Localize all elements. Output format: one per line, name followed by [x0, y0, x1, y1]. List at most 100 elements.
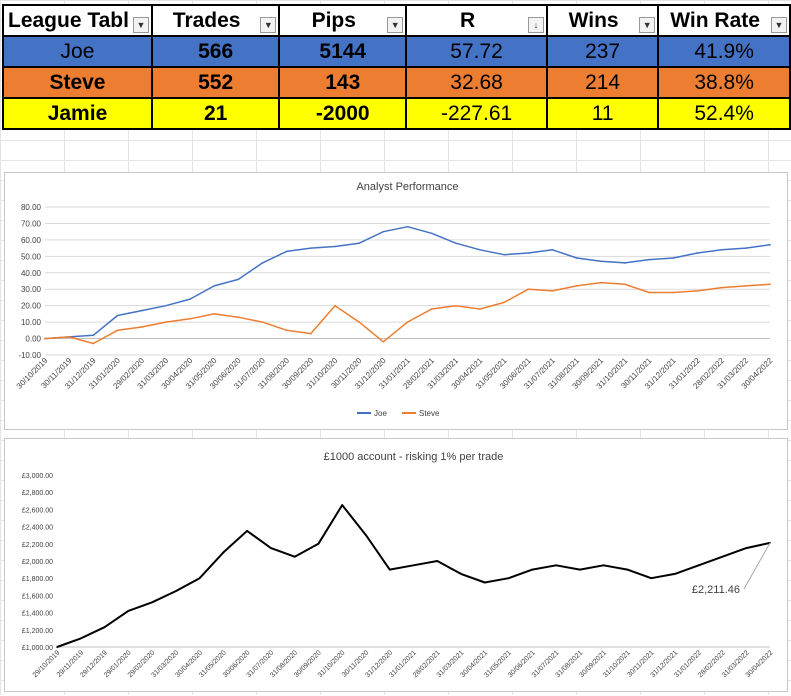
cell-r[interactable]: 32.68 — [405, 66, 548, 99]
cell-wins[interactable]: 237 — [545, 35, 660, 68]
data-point — [697, 564, 700, 567]
y-tick-label: £1,800.00 — [22, 576, 53, 583]
data-point — [720, 286, 723, 289]
y-tick-label: £1,400.00 — [22, 611, 53, 618]
y-tick-label: 80.00 — [21, 203, 42, 212]
header-wins[interactable]: Wins ▼ — [545, 4, 660, 37]
data-point — [769, 283, 771, 286]
data-point — [175, 590, 177, 592]
header-win-rate-label: Win Rate — [670, 8, 760, 32]
series-line — [56, 504, 771, 648]
cell-name[interactable]: Steve — [2, 66, 153, 99]
cell-trades[interactable]: 21 — [150, 97, 281, 130]
data-point — [555, 564, 557, 567]
header-win-rate[interactable]: Win Rate ▼ — [657, 4, 791, 37]
header-pips[interactable]: Pips ▼ — [278, 4, 408, 37]
data-point — [382, 230, 385, 233]
cell-pips[interactable]: 143 — [278, 66, 408, 99]
header-r[interactable]: R ↓ — [405, 4, 548, 37]
data-point — [674, 573, 676, 575]
y-tick-label: £1,200.00 — [22, 628, 53, 635]
data-point — [246, 530, 248, 532]
data-point — [769, 244, 771, 246]
annotation-leader-line — [743, 542, 771, 590]
filter-dropdown-icon[interactable]: ▼ — [132, 17, 149, 33]
data-point — [140, 309, 143, 312]
header-league-table-label: League Tabl — [8, 8, 129, 32]
filter-dropdown-icon[interactable]: ▼ — [260, 17, 277, 33]
cell-trades[interactable]: 566 — [150, 35, 281, 68]
filter-dropdown-icon[interactable]: ▼ — [639, 17, 656, 33]
cell-trades[interactable]: 552 — [150, 66, 281, 99]
data-point — [222, 551, 225, 554]
data-point — [189, 298, 191, 300]
legend-label: Steve — [419, 409, 440, 418]
cell-r[interactable]: -227.61 — [405, 97, 548, 130]
cell-win-rate[interactable]: 38.8% — [657, 66, 791, 99]
data-point — [44, 337, 46, 340]
header-trades-label: Trades — [172, 8, 241, 32]
sort-descending-icon[interactable]: ↓ — [527, 17, 544, 33]
legend-label: Joe — [374, 409, 387, 418]
data-point — [92, 342, 95, 345]
header-league-table[interactable]: League Tabl ▼ — [2, 4, 153, 37]
data-point — [285, 250, 288, 253]
data-point — [745, 285, 747, 287]
data-point — [237, 316, 240, 318]
filter-dropdown-icon[interactable]: ▼ — [771, 17, 787, 33]
data-point — [213, 313, 215, 315]
data-point — [720, 248, 723, 251]
header-r-label: R — [459, 8, 476, 32]
y-tick-label: 30.00 — [21, 285, 42, 294]
chart-title: £1000 account - risking 1% per trade — [324, 451, 504, 463]
data-point — [358, 321, 360, 323]
cell-win-rate[interactable]: 41.9% — [657, 35, 791, 68]
data-point — [334, 245, 336, 248]
data-point — [626, 568, 629, 571]
cell-wins[interactable]: 214 — [545, 66, 660, 99]
data-point — [341, 504, 344, 506]
data-point — [388, 568, 391, 571]
cell-pips[interactable]: -2000 — [278, 97, 408, 130]
y-tick-label: £2,400.00 — [22, 525, 53, 532]
data-point — [103, 626, 106, 629]
table-row: Joe 566 5144 57.72 237 41.9% — [2, 35, 791, 68]
data-point — [68, 336, 70, 338]
data-point — [116, 329, 119, 332]
analyst-performance-chart[interactable]: Analyst Performance -10.00 0.00 10.00 20.00 3… — [4, 172, 788, 430]
data-point — [213, 285, 215, 287]
y-tick-label: 0.00 — [25, 335, 41, 344]
analyst-performance-chart-svg: Analyst Performance -10.00 0.00 10.00 20.00 3… — [15, 181, 775, 418]
data-point — [624, 283, 626, 286]
cell-pips[interactable]: 5144 — [278, 35, 408, 68]
data-point — [602, 564, 605, 567]
data-point — [455, 304, 457, 307]
cell-name[interactable]: Joe — [2, 35, 153, 68]
cell-name[interactable]: Jamie — [2, 97, 153, 130]
cell-r[interactable]: 57.72 — [405, 35, 548, 68]
data-point — [600, 281, 602, 284]
y-tick-label: 50.00 — [21, 252, 42, 261]
data-point — [285, 329, 288, 332]
data-point — [334, 304, 336, 307]
y-tick-label: 10.00 — [21, 318, 42, 327]
cell-wins[interactable]: 11 — [545, 97, 660, 130]
annotation-label: £2,211.46 — [692, 584, 740, 596]
cell-win-rate[interactable]: 52.4% — [657, 97, 791, 130]
data-point — [455, 242, 457, 244]
filter-dropdown-icon[interactable]: ▼ — [387, 17, 404, 33]
y-tick-label: £2,600.00 — [22, 507, 53, 514]
account-balance-chart-svg: £1000 account - risking 1% per trade £1,0… — [22, 451, 775, 679]
y-tick-label: £3,000.00 — [22, 473, 53, 480]
y-tick-label: £2,200.00 — [22, 542, 53, 549]
header-trades[interactable]: Trades ▼ — [150, 4, 281, 37]
data-point — [237, 278, 240, 281]
account-balance-chart[interactable]: £1000 account - risking 1% per trade £1,0… — [4, 438, 788, 692]
data-point — [198, 577, 201, 579]
y-tick-label: 70.00 — [21, 219, 42, 228]
data-point — [165, 304, 167, 307]
data-point — [648, 258, 650, 261]
league-table: League Tabl ▼ Trades ▼ Pips ▼ R ↓ Wins ▼ Win … — [2, 4, 791, 130]
data-point — [527, 252, 530, 254]
data-point — [365, 534, 367, 536]
